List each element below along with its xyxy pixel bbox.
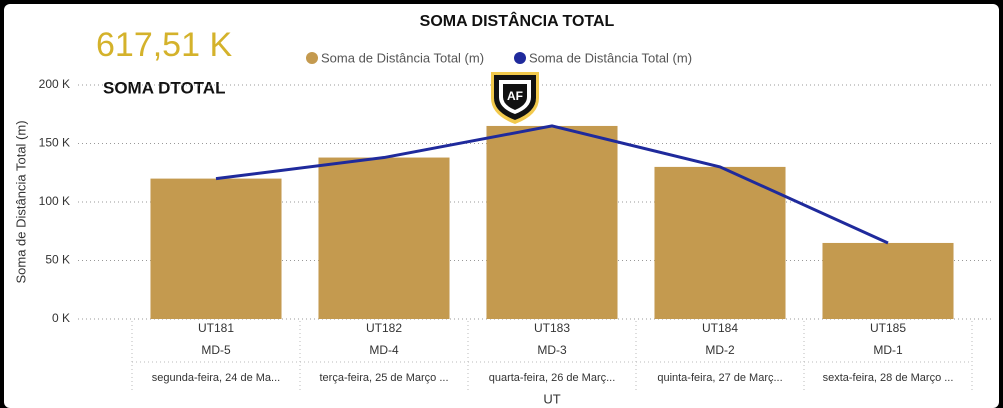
bar (654, 166, 786, 319)
bar (150, 178, 282, 319)
legend-label: Soma de Distância Total (m) (529, 50, 692, 65)
x-date-label: terça-feira, 25 de Março ... (320, 372, 449, 384)
legend-label: Soma de Distância Total (m) (321, 50, 484, 65)
y-tick-label: 150 K (39, 136, 70, 150)
card-value: 617,51 K (96, 26, 232, 64)
x-axis-title: UT (543, 391, 560, 406)
x-subcategory-label: MD-2 (705, 343, 735, 357)
legend-marker (306, 52, 318, 64)
y-tick-label: 200 K (39, 77, 70, 91)
chart-title: SOMA DISTÂNCIA TOTAL (420, 11, 615, 30)
svg-text:AF: AF (507, 89, 523, 103)
x-tick-label: UT185 (870, 321, 906, 335)
x-tick-label: UT183 (534, 321, 570, 335)
y-tick-label: 100 K (39, 194, 70, 208)
line (215, 124, 889, 245)
x-date-label: segunda-feira, 24 de Ma... (152, 372, 280, 384)
x-subcategory-label: MD-4 (369, 343, 399, 357)
legend-marker (514, 52, 526, 64)
x-subcategory-label: MD-1 (873, 343, 903, 357)
y-tick-label: 50 K (45, 253, 70, 267)
y-axis-title: Soma de Distância Total (m) (13, 120, 28, 283)
logo: AF (491, 72, 539, 124)
x-date-label: quarta-feira, 26 de Març... (489, 372, 616, 384)
x-date-label: sexta-feira, 28 de Março ... (823, 372, 954, 384)
bar (822, 242, 954, 319)
x-tick-label: UT184 (702, 321, 738, 335)
x-subcategory-label: MD-3 (537, 343, 567, 357)
y-tick-label: 0 K (52, 311, 70, 325)
bar (318, 157, 450, 319)
bar (486, 125, 618, 319)
x-date-label: quinta-feira, 27 de Març... (657, 372, 782, 384)
x-tick-label: UT182 (366, 321, 402, 335)
card-label: SOMA DTOTAL (103, 78, 225, 97)
x-subcategory-label: MD-5 (201, 343, 231, 357)
x-tick-label: UT181 (198, 321, 234, 335)
